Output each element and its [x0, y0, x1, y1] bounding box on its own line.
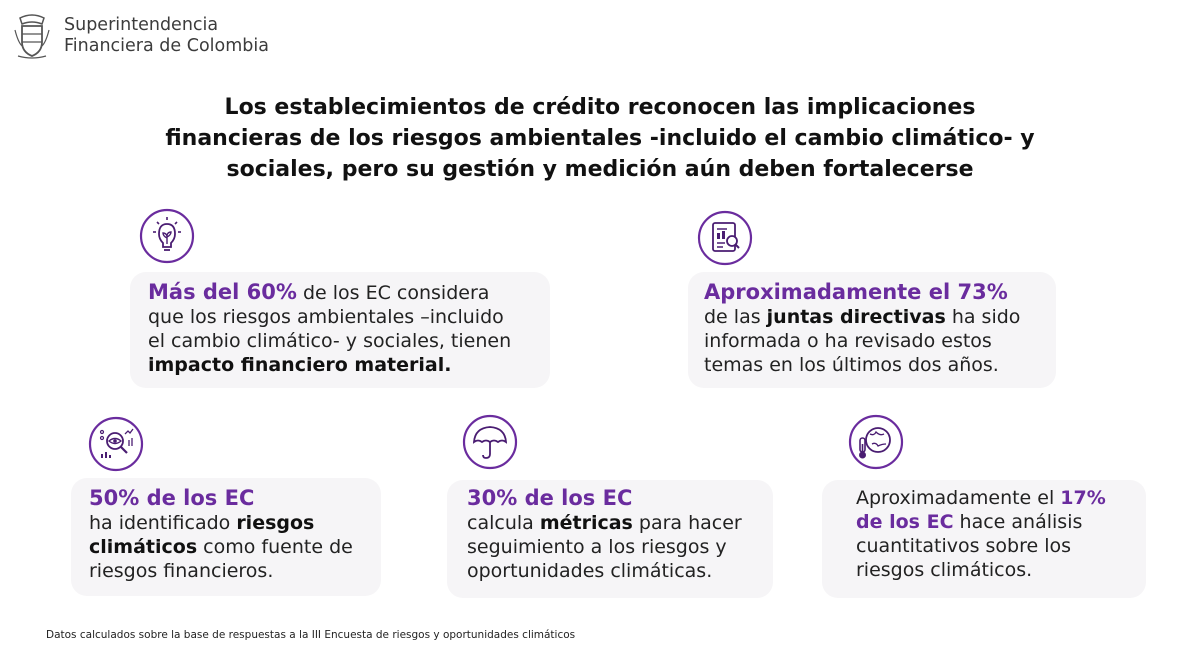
report-magnifier-icon	[697, 210, 753, 266]
card2-text3: informada o ha revisado estos	[704, 330, 992, 352]
card2-bold: juntas directivas	[766, 306, 946, 328]
card3-bold2: climáticos	[89, 536, 198, 558]
card4-line2: calcula métricas para hacer	[467, 511, 753, 535]
card5-line1: Aproximadamente el 17%	[856, 486, 1112, 510]
lightbulb-plant-icon	[139, 208, 195, 264]
card5-line2: de los EC hace análisis	[856, 510, 1112, 534]
card3-text1: ha identificado	[89, 512, 237, 534]
card3-highlight: 50% de los EC	[89, 486, 255, 510]
footnote: Datos calculados sobre la base de respue…	[46, 629, 576, 641]
title-line1: Los establecimientos de crédito reconoce…	[224, 95, 976, 120]
page-title: Los establecimientos de crédito reconoce…	[60, 92, 1140, 185]
org-name-line2: Financiera de Colombia	[64, 36, 269, 56]
globe-thermometer-icon	[848, 414, 904, 470]
card5-highlight2: de los EC	[856, 511, 954, 533]
card3-text2: como fuente de	[197, 536, 353, 558]
card4-text1: calcula	[467, 512, 540, 534]
card1-text1: de los EC considera	[296, 282, 490, 304]
card4-text2: para hacer	[632, 512, 742, 534]
card2-text1: de las	[704, 306, 767, 328]
card2-text4: temas en los últimos dos años.	[704, 354, 999, 376]
org-name-line1: Superintendencia	[64, 15, 219, 35]
card1-line1: Más del 60% de los EC considera	[148, 280, 532, 305]
eye-data-analysis-icon	[88, 416, 144, 472]
card4-text4: oportunidades climáticas.	[467, 560, 713, 582]
card2-line2: de las juntas directivas ha sido	[704, 305, 1040, 329]
card4-text3: seguimiento a los riesgos y	[467, 536, 727, 558]
card5-text1: Aproximadamente el	[856, 487, 1061, 509]
card2-highlight: Aproximadamente el 73%	[704, 280, 1008, 304]
stat-card-impact: Más del 60% de los EC considera que los …	[130, 272, 550, 388]
card1-highlight: Más del 60%	[148, 280, 297, 304]
card4-highlight: 30% de los EC	[467, 486, 633, 510]
card3-line2: ha identificado riesgos	[89, 511, 363, 535]
stat-card-boards: Aproximadamente el 73% de las juntas dir…	[688, 272, 1056, 388]
title-line3: sociales, pero su gestión y medición aún…	[226, 157, 974, 182]
card2-text2: ha sido	[945, 306, 1021, 328]
title-line2: financieras de los riesgos ambientales -…	[165, 126, 1035, 151]
umbrella-icon	[462, 414, 518, 470]
card5-text3: cuantitativos sobre los	[856, 535, 1072, 557]
stat-card-quantitative: Aproximadamente el 17% de los EC hace an…	[822, 480, 1146, 598]
card3-text3: riesgos financieros.	[89, 560, 274, 582]
card5-text2: hace análisis	[953, 511, 1083, 533]
card1-text2: que los riesgos ambientales –incluido	[148, 306, 504, 328]
stat-card-metrics: 30% de los EC calcula métricas para hace…	[447, 480, 773, 598]
card3-bold1: riesgos	[236, 512, 315, 534]
stat-card-climate-risks: 50% de los EC ha identificado riesgos cl…	[71, 478, 381, 596]
coat-of-arms-icon	[14, 14, 50, 59]
card5-text4: riesgos climáticos.	[856, 559, 1033, 581]
card5-highlight1: 17%	[1060, 487, 1106, 509]
card3-line3: climáticos como fuente de	[89, 535, 363, 559]
org-name: Superintendencia Financiera de Colombia	[64, 15, 269, 57]
card1-bold: impacto financiero material.	[148, 354, 452, 376]
card4-bold: métricas	[539, 512, 633, 534]
header-logo: Superintendencia Financiera de Colombia	[12, 12, 269, 60]
card1-text3: el cambio climático- y sociales, tienen	[148, 330, 512, 352]
